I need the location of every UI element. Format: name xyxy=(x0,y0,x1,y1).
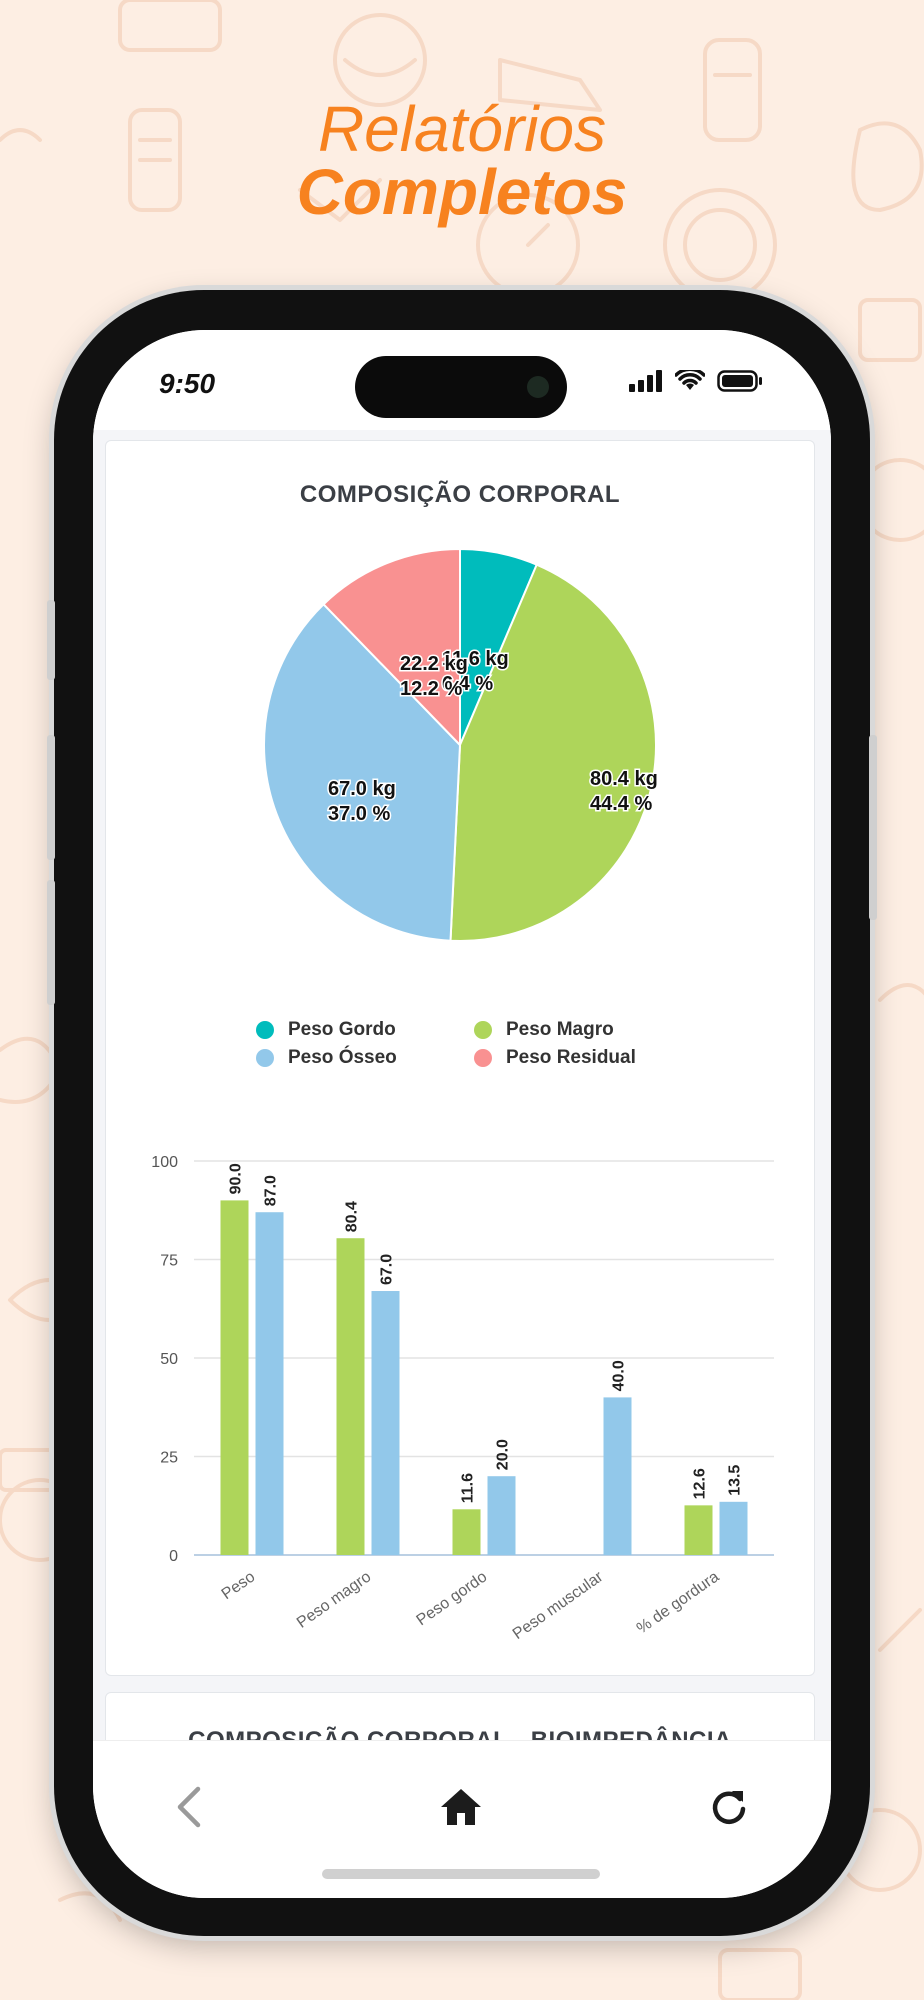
bar-data-label: 13.5 xyxy=(727,1465,744,1496)
front-camera xyxy=(527,376,549,398)
pie-label-kg-peso-residual: 22.2 kg xyxy=(400,653,468,675)
bar-data-label: 67.0 xyxy=(379,1254,396,1285)
bar[interactable] xyxy=(255,1212,284,1555)
phone-power-button xyxy=(869,735,877,920)
body-measures-bar-chart: 0 25 50 75 100 90.0 87.0 Peso 80.4 67.0 Peso magro… xyxy=(151,1154,774,1643)
x-category-label: % de gordura xyxy=(634,1568,723,1637)
refresh-button[interactable] xyxy=(699,1777,759,1837)
bottom-navigation xyxy=(93,1740,831,1898)
bar-data-label: 90.0 xyxy=(228,1163,245,1194)
legend-item[interactable]: Peso Ósseo xyxy=(256,1047,397,1069)
pie-slice-peso-magro[interactable] xyxy=(449,563,657,942)
y-tick-label: 75 xyxy=(160,1253,178,1270)
bar[interactable] xyxy=(684,1505,713,1555)
status-bar: 9:50 xyxy=(93,330,831,430)
phone-action-button xyxy=(47,600,55,680)
home-button[interactable] xyxy=(431,1777,491,1837)
pie-slice-peso-osseo[interactable] xyxy=(263,602,462,942)
battery-icon xyxy=(717,370,762,392)
legend-item[interactable]: Peso Residual xyxy=(474,1047,636,1069)
bar[interactable] xyxy=(371,1291,400,1555)
pie-label-kg-peso-magro: 80.4 kg xyxy=(590,768,658,790)
bar-data-label: 40.0 xyxy=(611,1360,628,1391)
bar-data-label: 12.6 xyxy=(692,1468,709,1499)
bar-data-label: 20.0 xyxy=(495,1439,512,1470)
x-category-label: Peso gordo xyxy=(414,1568,491,1629)
legend-label: Peso Gordo xyxy=(288,1019,396,1040)
x-category-label: Peso magro xyxy=(294,1568,374,1631)
promo-title-line1: Relatórios xyxy=(317,93,607,165)
pie-label-kg-peso-osseo: 67.0 kg xyxy=(328,778,396,800)
legend-label: Peso Ósseo xyxy=(288,1047,397,1068)
report-content[interactable]: COMPOSIÇÃO CORPORAL 11.6 kg 6.4 % 80.4 kg 4… xyxy=(93,430,831,1740)
legend-swatch xyxy=(256,1049,274,1067)
legend-swatch xyxy=(256,1021,274,1039)
bioimpedance-card: COMPOSIÇÃO CORPORAL - BIOIMPEDÂNCIA xyxy=(105,1692,815,1740)
pie-label-pct-peso-residual: 12.2 % xyxy=(400,678,462,700)
promo-title-line2: Completos xyxy=(296,156,628,228)
back-button[interactable] xyxy=(159,1777,219,1837)
phone-volume-up-button xyxy=(47,735,55,860)
legend-item[interactable]: Peso Magro xyxy=(474,1019,614,1041)
pie-slice-peso-residual[interactable] xyxy=(322,547,461,748)
legend-label: Peso Residual xyxy=(506,1047,636,1068)
phone-volume-down-button xyxy=(47,880,55,1005)
bar[interactable] xyxy=(487,1476,516,1555)
body-composition-card: COMPOSIÇÃO CORPORAL 11.6 kg 6.4 % 80.4 kg 4… xyxy=(105,440,815,1676)
pie-label-pct-peso-osseo: 37.0 % xyxy=(328,803,390,825)
bar-data-label: 11.6 xyxy=(460,1473,477,1503)
signal-icon xyxy=(629,370,662,392)
pie-label-pct-peso-magro: 44.4 % xyxy=(590,793,652,815)
wifi-icon xyxy=(675,370,705,390)
x-category-label: Peso muscular xyxy=(510,1568,607,1643)
home-icon xyxy=(441,1789,481,1825)
x-category-label: Peso xyxy=(219,1568,259,1603)
bioimpedance-title: COMPOSIÇÃO CORPORAL - BIOIMPEDÂNCIA xyxy=(106,1727,814,1740)
pie-label-kg-peso-gordo: 11.6 kg xyxy=(442,648,509,670)
legend-item[interactable]: Peso Gordo xyxy=(256,1019,396,1041)
home-indicator xyxy=(322,1869,600,1879)
body-composition-pie-chart: 11.6 kg 6.4 % 80.4 kg 44.4 % 67.0 kg 37.0 % 22… xyxy=(263,547,659,942)
legend-swatch xyxy=(474,1021,492,1039)
y-tick-label: 0 xyxy=(169,1548,178,1565)
legend-swatch xyxy=(474,1049,492,1067)
y-tick-label: 25 xyxy=(160,1450,178,1467)
bar-data-label: 80.4 xyxy=(344,1201,361,1232)
bar[interactable] xyxy=(336,1238,365,1555)
back-icon xyxy=(177,1786,201,1828)
dynamic-island xyxy=(355,356,567,418)
bar[interactable] xyxy=(220,1200,249,1555)
phone-screen: 9:50 COMPOSIÇÃO CORPORAL xyxy=(93,330,831,1898)
bar[interactable] xyxy=(452,1509,481,1555)
status-time: 9:50 xyxy=(159,368,216,399)
bar-data-label: 87.0 xyxy=(263,1175,280,1206)
body-composition-title: COMPOSIÇÃO CORPORAL xyxy=(299,481,621,508)
y-tick-label: 100 xyxy=(151,1154,178,1171)
pie-label-pct-peso-gordo: 6.4 % xyxy=(442,673,493,695)
y-tick-label: 50 xyxy=(160,1351,178,1368)
refresh-icon xyxy=(712,1791,746,1824)
legend-label: Peso Magro xyxy=(506,1019,614,1040)
bar[interactable] xyxy=(603,1397,632,1555)
bar[interactable] xyxy=(719,1501,748,1555)
